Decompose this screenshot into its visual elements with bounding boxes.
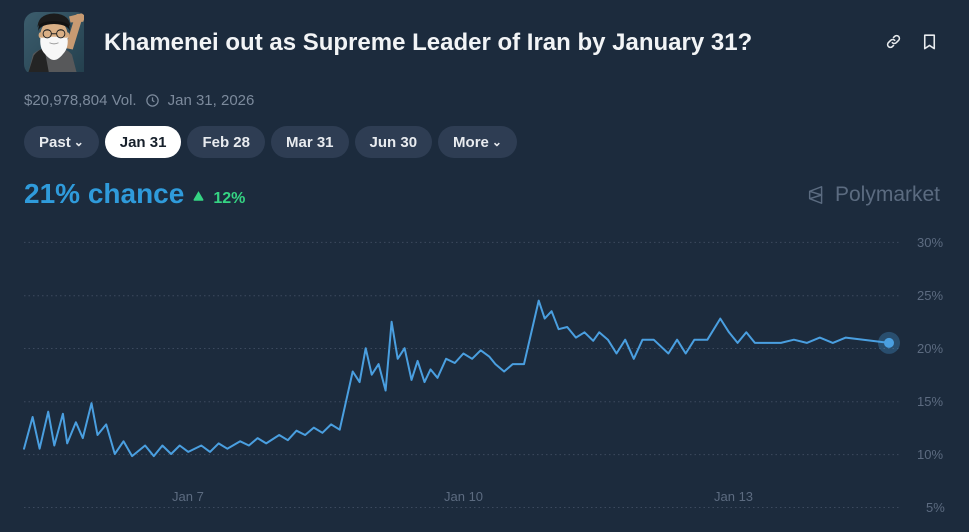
svg-text:25%: 25% <box>917 288 943 303</box>
svg-text:10%: 10% <box>917 447 943 462</box>
svg-text:Jan 7: Jan 7 <box>172 489 204 504</box>
svg-text:5%: 5% <box>926 500 945 515</box>
svg-text:Jan 13: Jan 13 <box>714 489 753 504</box>
svg-text:30%: 30% <box>917 235 943 250</box>
svg-text:Jan 10: Jan 10 <box>444 489 483 504</box>
svg-text:20%: 20% <box>917 341 943 356</box>
svg-text:15%: 15% <box>917 394 943 409</box>
